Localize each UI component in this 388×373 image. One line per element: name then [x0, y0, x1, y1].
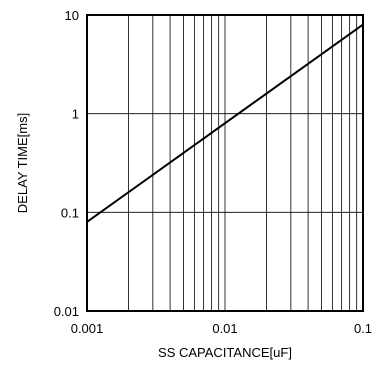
- grid-lines: [87, 15, 363, 311]
- y-tick-label: 0.1: [61, 205, 79, 220]
- y-tick-label: 0.01: [54, 304, 79, 319]
- series-layer: [86, 23, 364, 223]
- x-tick-label: 0.01: [212, 321, 237, 336]
- x-tick-label: 0.1: [354, 321, 372, 336]
- series-line: [86, 23, 364, 223]
- y-axis-title: DELAY TIME[ms]: [15, 113, 30, 213]
- tick-labels: 0.001 0.01 0.1 0.01 0.1 1 10: [54, 8, 372, 336]
- x-axis-title: SS CAPACITANCE[uF]: [158, 345, 292, 360]
- plot-frame: [86, 14, 364, 312]
- y-tick-label: 1: [72, 107, 79, 122]
- x-tick-label: 0.001: [71, 321, 104, 336]
- y-tick-label: 10: [65, 8, 79, 23]
